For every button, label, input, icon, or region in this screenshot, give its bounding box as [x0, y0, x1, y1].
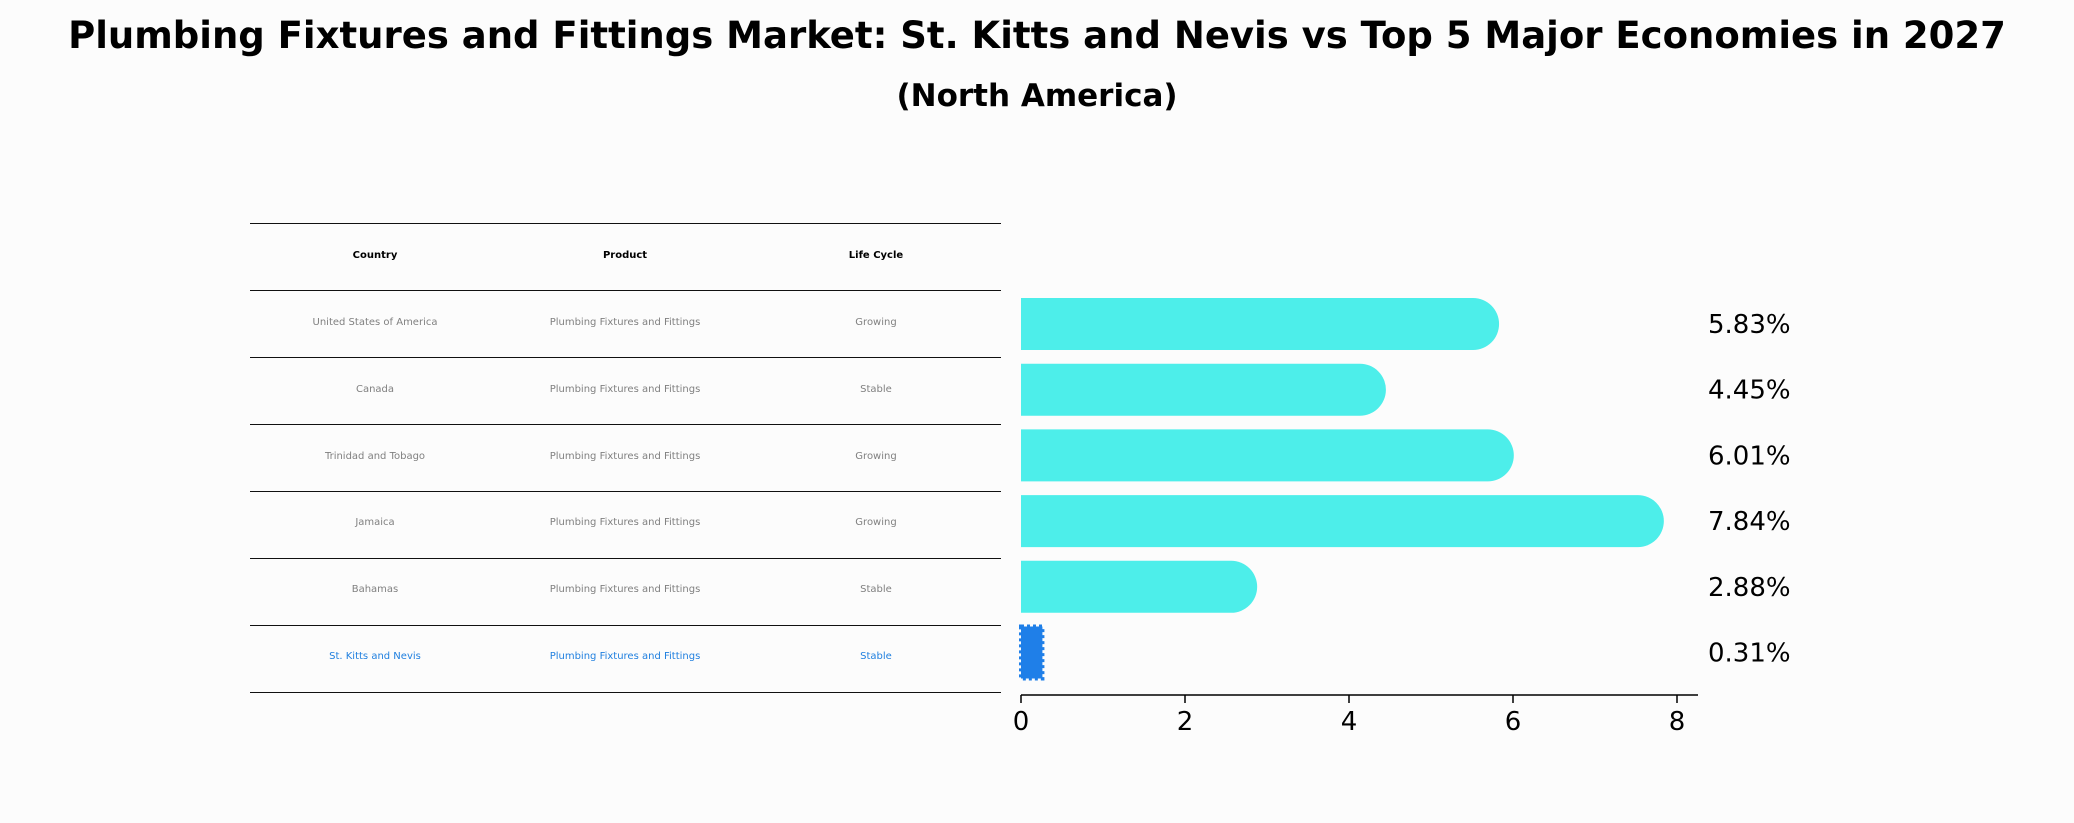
- table-rule: [250, 491, 1001, 492]
- bar-value-label: 7.84%: [1708, 507, 1791, 537]
- table-rule: [250, 558, 1001, 559]
- table-cell-country: Trinidad and Tobago: [324, 451, 426, 462]
- table-cell-life-cycle: Stable: [860, 384, 892, 395]
- x-axis-tick-label: 6: [1505, 707, 1522, 737]
- bar: [1021, 429, 1514, 482]
- table-cell-life-cycle: Stable: [860, 651, 892, 662]
- x-axis-tick-label: 4: [1341, 707, 1358, 737]
- bar-value-label: 5.83%: [1708, 310, 1791, 340]
- table-cell-product: Plumbing Fixtures and Fittings: [549, 317, 701, 328]
- table-rule: [250, 424, 1001, 425]
- bar-value-label: 6.01%: [1708, 441, 1791, 471]
- table-cell-country: Bahamas: [351, 584, 399, 595]
- table-cell-country: United States of America: [312, 317, 438, 328]
- bar-value-label: 2.88%: [1708, 573, 1791, 603]
- table-rule: [250, 625, 1001, 626]
- column-header-country: Country: [352, 250, 398, 261]
- bar-highlight: [1019, 624, 1045, 681]
- chart-subtitle: (North America): [896, 78, 1178, 114]
- bar: [1021, 560, 1258, 613]
- column-header-life-cycle: Life Cycle: [848, 250, 904, 261]
- table-rule: [250, 692, 1001, 693]
- table-cell-product: Plumbing Fixtures and Fittings: [549, 517, 701, 528]
- x-axis-tick-label: 2: [1177, 707, 1194, 737]
- table-cell-country: Jamaica: [355, 517, 395, 528]
- table-cell-product: Plumbing Fixtures and Fittings: [549, 651, 701, 662]
- table-rule: [250, 357, 1001, 358]
- chart-title: Plumbing Fixtures and Fittings Market: S…: [68, 14, 2006, 57]
- table-cell-life-cycle: Growing: [855, 317, 897, 328]
- bar-value-label: 0.31%: [1708, 639, 1791, 669]
- bar: [1021, 363, 1386, 416]
- x-axis-tick-label: 8: [1669, 707, 1686, 737]
- table-cell-product: Plumbing Fixtures and Fittings: [549, 584, 701, 595]
- table-rule: [250, 223, 1001, 224]
- table-cell-product: Plumbing Fixtures and Fittings: [549, 384, 701, 395]
- bar: [1021, 298, 1500, 350]
- table-cell-life-cycle: Growing: [855, 451, 897, 462]
- table-cell-country: Canada: [355, 384, 395, 395]
- column-header-product: Product: [602, 250, 648, 261]
- bar-value-label: 4.45%: [1708, 376, 1791, 406]
- bar: [1021, 495, 1664, 548]
- table-cell-country: St. Kitts and Nevis: [329, 651, 421, 662]
- table-cell-life-cycle: Stable: [860, 584, 892, 595]
- table-cell-product: Plumbing Fixtures and Fittings: [549, 451, 701, 462]
- table-cell-life-cycle: Growing: [855, 517, 897, 528]
- table-rule: [250, 290, 1001, 291]
- x-axis-tick-label: 0: [1013, 707, 1030, 737]
